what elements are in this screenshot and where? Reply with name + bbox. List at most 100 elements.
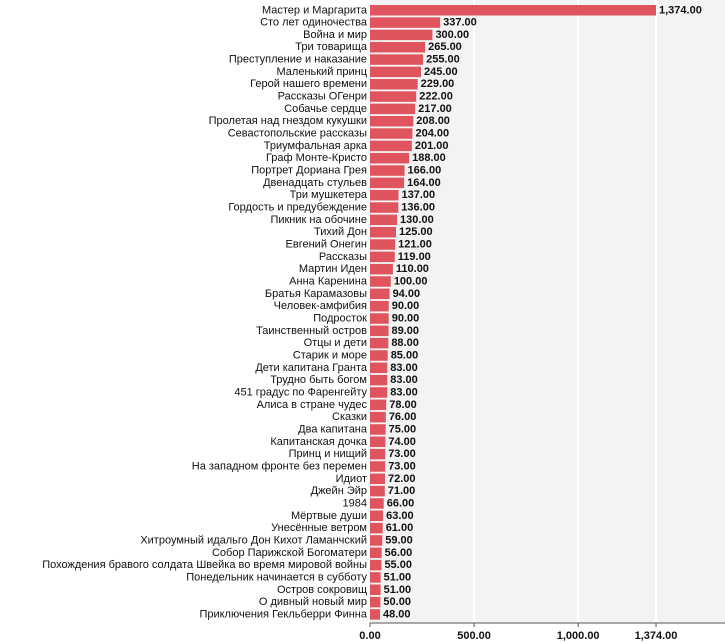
bar [370, 448, 386, 460]
tick-label: 1,374.00 [635, 630, 678, 642]
bar [370, 202, 399, 213]
value-label: 217.00 [418, 103, 452, 115]
value-label: 130.00 [400, 214, 434, 226]
category-label: Маленький принц [277, 66, 368, 78]
bar [370, 128, 413, 139]
category-label: Сказки [332, 411, 367, 423]
value-label: 83.00 [390, 374, 418, 386]
bar [370, 189, 399, 201]
category-label: Анна Каренина [289, 276, 368, 288]
bar [370, 300, 389, 312]
value-label: 229.00 [421, 78, 455, 90]
bar [370, 522, 383, 534]
value-label: 59.00 [385, 534, 413, 546]
value-label: 71.00 [388, 485, 416, 497]
category-label: Рассказы [319, 251, 367, 263]
category-label: Мартин Иден [299, 263, 367, 275]
category-label: Унесённые ветром [271, 522, 367, 534]
value-label: 83.00 [390, 386, 418, 398]
value-label: 78.00 [389, 399, 417, 411]
bar [370, 399, 387, 411]
bar [370, 461, 386, 472]
bar [370, 572, 381, 583]
value-label: 136.00 [401, 202, 435, 214]
value-label: 75.00 [389, 423, 417, 435]
value-label: 51.00 [384, 584, 412, 596]
tick-label: 0.00 [359, 630, 380, 642]
category-label: Алиса в стране чудес [257, 399, 368, 411]
category-label: Похождения бравого солдата Швейка во вре… [42, 559, 367, 571]
category-label: Гордость и предубеждение [228, 202, 367, 214]
bar [370, 411, 386, 423]
category-label: Понедельник начинается в субботу [186, 571, 367, 583]
value-label: 90.00 [392, 313, 420, 325]
category-label: Таинственный остров [256, 325, 367, 337]
category-label: Остров сокровищ [277, 584, 367, 596]
category-label: Портрет Дориана Грея [251, 165, 367, 177]
bar [370, 547, 382, 559]
category-label: Двенадцать стульев [263, 177, 367, 189]
value-label: 66.00 [387, 497, 415, 509]
bar [370, 325, 389, 337]
category-label: Принц и нищий [289, 448, 367, 460]
bar [370, 337, 389, 349]
value-label: 90.00 [392, 300, 420, 312]
category-label: Трудно быть богом [270, 374, 367, 386]
bar [370, 362, 388, 374]
value-label: 245.00 [424, 66, 458, 78]
category-label: Подросток [313, 313, 367, 325]
bar [370, 78, 418, 90]
bar [370, 424, 386, 435]
category-label: Хитроумный идальго Дон Кихот Ламанчский [140, 534, 367, 546]
value-label: 188.00 [412, 152, 446, 164]
bar [370, 140, 412, 152]
category-label: Война и мир [303, 29, 367, 41]
bar [370, 485, 385, 497]
gridlines [473, 0, 657, 623]
value-label: 1,374.00 [659, 4, 702, 16]
value-label: 166.00 [408, 165, 442, 177]
category-label: Триумфальная арка [264, 140, 368, 152]
bar [370, 41, 426, 53]
value-label: 222.00 [419, 91, 453, 103]
category-label: Рассказы ОГенри [278, 91, 367, 103]
category-label: Идиот [336, 473, 367, 485]
category-label: Сто лет одиночества [260, 17, 368, 29]
bar [370, 239, 396, 250]
bar [370, 54, 424, 65]
value-label: 201.00 [415, 140, 449, 152]
category-label: Братья Карамазовы [265, 288, 367, 300]
category-label: Пролетая над гнездом кукушки [209, 115, 367, 127]
value-label: 73.00 [388, 448, 416, 460]
bar [370, 559, 382, 571]
value-label: 208.00 [416, 115, 450, 127]
bar [370, 498, 384, 509]
category-label: Севастопольские рассказы [228, 128, 367, 140]
bar [370, 535, 383, 546]
tick-label: 500.00 [457, 630, 491, 642]
value-labels: 1,374.00337.00300.00265.00255.00245.0022… [383, 4, 702, 620]
category-label: Отцы и дети [304, 337, 367, 349]
bar [370, 152, 410, 164]
bars [370, 5, 656, 620]
bar [370, 115, 414, 127]
category-label: Старик и море [293, 349, 367, 361]
value-label: 83.00 [390, 362, 418, 374]
category-label: Пикник на обочине [270, 214, 367, 226]
category-label: Собачье сердце [284, 103, 367, 115]
bar [370, 609, 380, 620]
value-label: 88.00 [391, 337, 419, 349]
value-label: 125.00 [399, 226, 433, 238]
category-label: На западном фронте без перемен [192, 460, 367, 472]
category-label: Герой нашего времени [250, 78, 367, 90]
bar [370, 288, 390, 300]
value-label: 55.00 [384, 559, 412, 571]
bar [370, 214, 398, 226]
value-label: 51.00 [384, 571, 412, 583]
bar [370, 584, 381, 596]
bar [370, 473, 385, 485]
x-axis-ticks: 0.00 500.00 1,000.00 1,374.00 [359, 623, 677, 642]
value-label: 137.00 [402, 189, 436, 201]
